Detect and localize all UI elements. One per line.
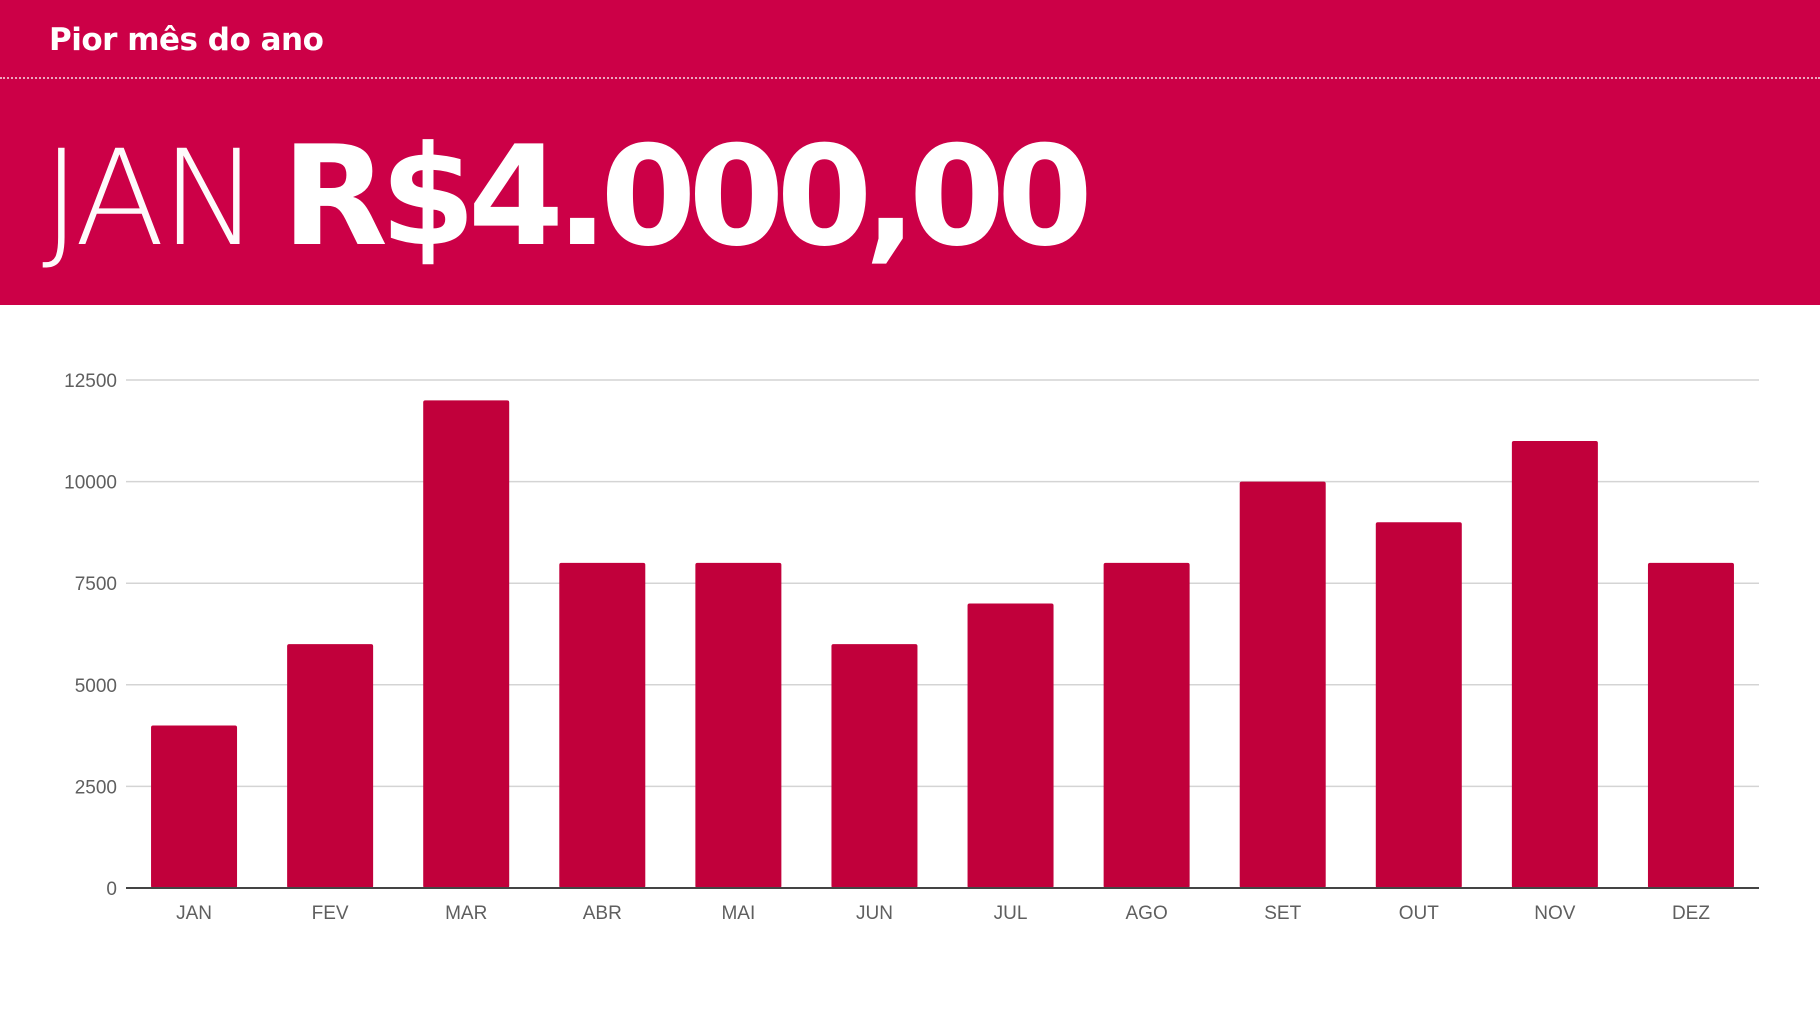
chart-area: 0 2500 5000 7500 10000 12500 JAN FEV MAR ABR MAI JU…: [0, 305, 1820, 1024]
y-tick-label: 12500: [64, 371, 117, 392]
x-tick-label: AGO: [1126, 903, 1168, 924]
bar-chart: 0 2500 5000 7500 10000 12500 JAN FEV MAR ABR MAI JU…: [64, 371, 1759, 924]
bar-jan: [151, 725, 238, 888]
y-tick-label: 7500: [75, 574, 117, 595]
header-label: Pior mês do ano: [49, 22, 324, 58]
header-banner: Pior mês do ano JAN R$4.000,00: [0, 0, 1820, 305]
worst-month: JAN: [42, 122, 260, 276]
bar-ago: [1103, 562, 1190, 888]
bar-mai: [695, 562, 782, 888]
bar-jun: [831, 644, 918, 888]
x-tick-label: JAN: [176, 903, 212, 924]
headline: JAN R$4.000,00: [42, 112, 1093, 282]
x-tick-label: FEV: [312, 903, 349, 924]
y-tick-label: 2500: [75, 777, 117, 798]
y-tick-label: 5000: [75, 676, 117, 697]
x-tick-label: DEZ: [1672, 903, 1710, 924]
x-tick-label: OUT: [1399, 903, 1440, 924]
x-tick-label: MAI: [721, 903, 755, 924]
bar-set: [1239, 481, 1326, 888]
x-tick-label: JUN: [856, 903, 893, 924]
x-tick-label: JUL: [994, 903, 1028, 924]
y-tick-label: 10000: [64, 473, 117, 494]
worst-month-value: R$4.000,00: [281, 116, 1093, 277]
bar-jul: [967, 603, 1054, 888]
y-tick-label: 0: [106, 879, 117, 900]
header-divider: [0, 77, 1820, 79]
bar-nov: [1511, 440, 1598, 888]
bar-fev: [287, 644, 374, 888]
x-tick-label: ABR: [583, 903, 622, 924]
x-tick-label: NOV: [1534, 903, 1576, 924]
bar-out: [1375, 522, 1462, 888]
bar-dez: [1647, 562, 1734, 888]
bar-abr: [559, 562, 646, 888]
x-tick-label: MAR: [445, 903, 487, 924]
bar-mar: [423, 400, 510, 888]
x-tick-label: SET: [1264, 903, 1301, 924]
